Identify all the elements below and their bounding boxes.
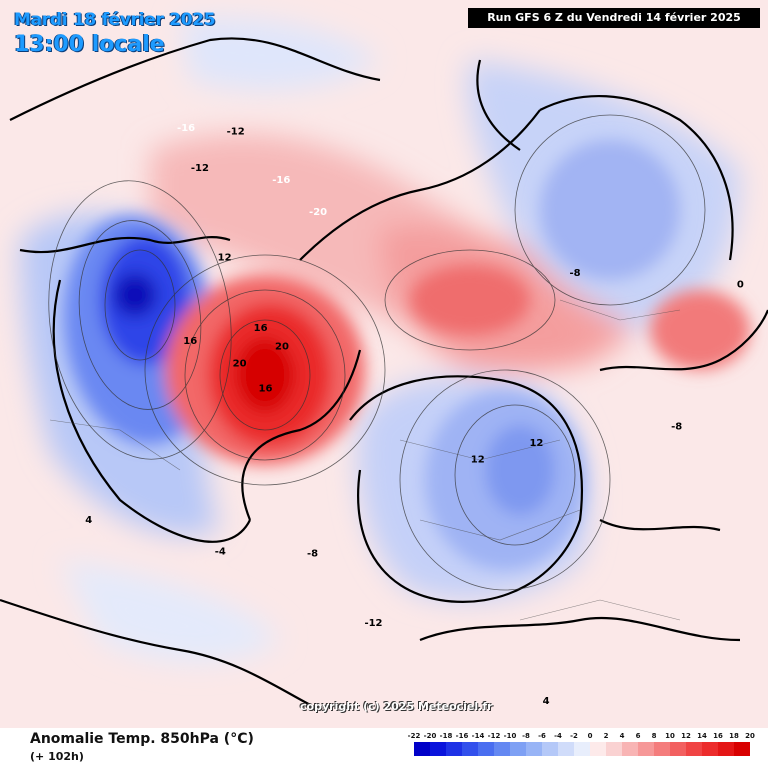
legend-swatch — [526, 742, 542, 756]
anomaly-label: 20 — [233, 358, 247, 369]
anomaly-label: 12 — [471, 455, 485, 466]
anomaly-field — [20, 17, 750, 663]
anomaly-label: 4 — [85, 515, 92, 526]
legend-tick: -4 — [554, 732, 562, 740]
legend-tick: -16 — [455, 732, 469, 740]
legend-swatch — [686, 742, 702, 756]
legend-swatch — [670, 742, 686, 756]
cold-pole-inner — [485, 425, 555, 515]
legend-swatch — [702, 742, 718, 756]
color-legend: -22 -20 -18 -16 -14 -12 -10 -8 -6 -4 -2 0 2 4 6 8 10 12 14… — [408, 732, 755, 764]
cold-patch-north — [180, 17, 380, 91]
legend-swatch — [734, 742, 750, 756]
anomaly-labels: -20 -16 -12 -12 -16 12 16 20 20 16 16 12 12 -8 -8 -12 -8… — [85, 123, 744, 707]
anomaly-label: -12 — [227, 127, 245, 138]
legend-tick: 10 — [665, 732, 675, 740]
legend-tick: 4 — [619, 732, 625, 740]
legend-tick: -18 — [439, 732, 453, 740]
anomaly-label: 20 — [275, 342, 289, 353]
legend-tick: 14 — [697, 732, 707, 740]
legend-swatch — [590, 742, 606, 756]
east-warm-core — [650, 290, 750, 370]
copyright: copyright (c) 2025 Meteociel.fr — [300, 700, 493, 713]
legend-tick: 6 — [635, 732, 641, 740]
legend-swatch — [478, 742, 494, 756]
legend-bar — [414, 742, 750, 756]
legend-swatch — [446, 742, 462, 756]
legend-swatch — [414, 742, 430, 756]
legend-swatch — [462, 742, 478, 756]
anomaly-label: -16 — [177, 123, 195, 134]
lead-time: (+ 102h) — [30, 750, 84, 763]
legend-swatch — [494, 742, 510, 756]
cold-core-center — [113, 273, 157, 317]
anomaly-label: 0 — [737, 280, 744, 291]
anomaly-label: -8 — [570, 268, 581, 279]
anomaly-label: -8 — [671, 422, 682, 433]
legend-tick: 2 — [603, 732, 609, 740]
valid-date: Mardi 18 février 2025 — [14, 10, 216, 30]
anomaly-label: -16 — [272, 175, 290, 186]
legend-swatch — [638, 742, 654, 756]
legend-tick: -6 — [538, 732, 546, 740]
legend-tick: 18 — [729, 732, 739, 740]
legend-tick: 12 — [681, 732, 691, 740]
run-info: Run GFS 6 Z du Vendredi 14 février 2025 — [468, 8, 760, 28]
legend-swatch — [510, 742, 526, 756]
warm-core-center — [235, 337, 295, 413]
anomaly-label: 16 — [254, 323, 268, 334]
anomaly-label: 4 — [543, 696, 550, 707]
legend-tick: -8 — [522, 732, 530, 740]
legend-tick: -12 — [487, 732, 501, 740]
footer-bar: Anomalie Temp. 850hPa (°C) (+ 102h) -22-… — [0, 728, 768, 768]
asia-warm-core — [410, 265, 530, 335]
legend-swatch — [654, 742, 670, 756]
asia-cold-core — [540, 140, 680, 280]
legend-swatch — [718, 742, 734, 756]
cold-patch-south — [60, 560, 280, 663]
legend-swatch — [606, 742, 622, 756]
legend-tick: -2 — [570, 732, 578, 740]
legend-tick: -10 — [503, 732, 517, 740]
legend-tick: 8 — [651, 732, 657, 740]
valid-time: 13:00 locale — [14, 32, 165, 57]
anomaly-label: -12 — [191, 163, 209, 174]
anomaly-label: 16 — [183, 336, 197, 347]
legend-tick: -14 — [471, 732, 485, 740]
legend-tick: 16 — [713, 732, 723, 740]
anomaly-label: -4 — [215, 547, 226, 558]
anomaly-label: 12 — [218, 253, 232, 264]
legend-swatch — [574, 742, 590, 756]
isolines — [48, 114, 706, 591]
legend-swatch — [558, 742, 574, 756]
anomaly-label: 16 — [259, 383, 273, 394]
legend-swatch — [430, 742, 446, 756]
legend-tick: -20 — [423, 732, 437, 740]
parameter-title: Anomalie Temp. 850hPa (°C) — [30, 731, 254, 747]
legend-tick: 0 — [587, 732, 593, 740]
legend-swatch — [622, 742, 638, 756]
coastlines — [0, 37, 768, 711]
anomaly-label: 12 — [529, 438, 543, 449]
map-boundary-lines — [49, 299, 681, 621]
anomaly-label: -20 — [309, 207, 327, 218]
legend-tick: -22 — [407, 732, 421, 740]
anomaly-map: -20 -16 -12 -12 -16 12 16 20 20 16 16 12 12 -8 -8 -12 -8… — [0, 0, 768, 728]
legend-tick: 20 — [745, 732, 755, 740]
legend-swatch — [542, 742, 558, 756]
anomaly-label: -8 — [307, 549, 318, 560]
anomaly-label: -12 — [364, 618, 382, 629]
